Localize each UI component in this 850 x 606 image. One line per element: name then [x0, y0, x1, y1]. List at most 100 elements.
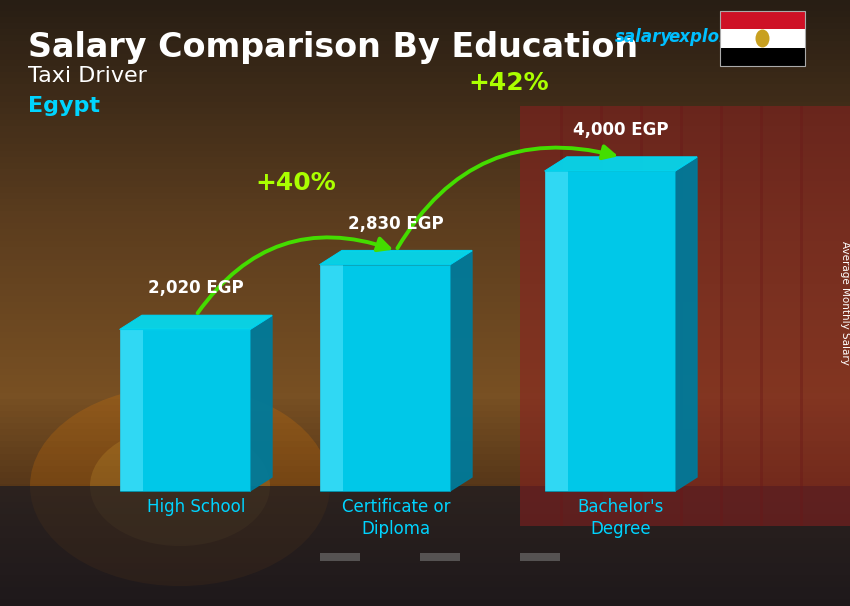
Bar [0, 405, 850, 412]
Bar [0, 84, 850, 91]
Bar [0, 96, 850, 103]
Bar [0, 223, 850, 230]
Bar [0, 187, 850, 194]
Bar [0, 490, 850, 497]
Bar [0, 162, 850, 170]
Bar [0, 126, 850, 133]
Bar [640, 106, 643, 526]
Bar [0, 532, 850, 539]
Bar [720, 29, 805, 48]
Bar [0, 368, 850, 376]
Bar [0, 387, 850, 394]
Bar [720, 48, 805, 66]
Bar [0, 526, 850, 533]
Bar [0, 514, 850, 521]
Bar [0, 181, 850, 188]
Bar [0, 459, 850, 467]
Bar [545, 171, 675, 491]
Ellipse shape [30, 386, 330, 586]
Bar [0, 144, 850, 152]
Bar [0, 496, 850, 503]
Bar [0, 308, 850, 315]
Bar [0, 290, 850, 297]
Bar [0, 399, 850, 406]
Bar [0, 265, 850, 273]
Bar [0, 132, 850, 139]
Bar [320, 265, 343, 491]
Bar [0, 375, 850, 382]
Bar [0, 574, 850, 582]
Polygon shape [120, 315, 272, 330]
Bar [600, 106, 603, 526]
Bar [120, 330, 250, 491]
Bar [560, 106, 563, 526]
Bar [0, 23, 850, 30]
Bar [0, 538, 850, 545]
Bar [720, 106, 723, 526]
Bar [0, 478, 850, 485]
Bar [0, 11, 850, 18]
Bar [320, 265, 450, 491]
Bar [420, 553, 460, 561]
Bar [0, 278, 850, 285]
Text: High School: High School [147, 498, 245, 516]
Bar [120, 330, 144, 491]
Bar [0, 562, 850, 570]
Bar [760, 106, 763, 526]
Bar [0, 556, 850, 564]
Bar [0, 417, 850, 424]
Bar [545, 171, 569, 491]
Bar [0, 484, 850, 491]
Bar [680, 106, 683, 526]
Bar [0, 271, 850, 279]
Bar [0, 72, 850, 79]
Bar [0, 0, 850, 6]
Bar [0, 356, 850, 364]
Bar [0, 78, 850, 85]
Bar [520, 553, 560, 561]
Bar [0, 53, 850, 61]
Text: salary: salary [615, 28, 672, 46]
Text: Certificate or
Diploma: Certificate or Diploma [342, 498, 451, 538]
Bar [0, 520, 850, 527]
Bar [0, 114, 850, 121]
Bar [0, 550, 850, 558]
Bar [0, 296, 850, 303]
Bar [0, 120, 850, 127]
Ellipse shape [90, 426, 270, 546]
Text: +42%: +42% [468, 72, 549, 96]
Polygon shape [320, 251, 472, 265]
Bar [0, 393, 850, 400]
Bar [0, 5, 850, 12]
Bar [0, 581, 850, 588]
Text: 2,020 EGP: 2,020 EGP [148, 279, 244, 298]
Text: 2,830 EGP: 2,830 EGP [348, 215, 444, 233]
Text: +40%: +40% [256, 171, 337, 195]
Bar [0, 568, 850, 576]
Bar [0, 211, 850, 218]
Bar [0, 47, 850, 55]
Bar [0, 247, 850, 255]
Bar [0, 156, 850, 164]
Text: Salary Comparison By Education: Salary Comparison By Education [28, 31, 638, 64]
Bar [800, 106, 803, 526]
Bar [0, 314, 850, 321]
Bar [0, 338, 850, 345]
Bar [0, 593, 850, 600]
Bar [0, 381, 850, 388]
Polygon shape [675, 157, 697, 491]
Bar [0, 326, 850, 333]
Text: Taxi Driver: Taxi Driver [28, 66, 147, 86]
Bar [0, 435, 850, 442]
Text: Average Monthly Salary: Average Monthly Salary [840, 241, 850, 365]
Text: explorer.com: explorer.com [668, 28, 790, 46]
Bar [0, 17, 850, 24]
Bar [0, 544, 850, 551]
Text: 4,000 EGP: 4,000 EGP [573, 121, 669, 139]
Bar [0, 508, 850, 515]
Bar [0, 302, 850, 309]
Bar [0, 411, 850, 418]
Bar [0, 235, 850, 242]
Bar [0, 332, 850, 339]
Bar [0, 217, 850, 224]
